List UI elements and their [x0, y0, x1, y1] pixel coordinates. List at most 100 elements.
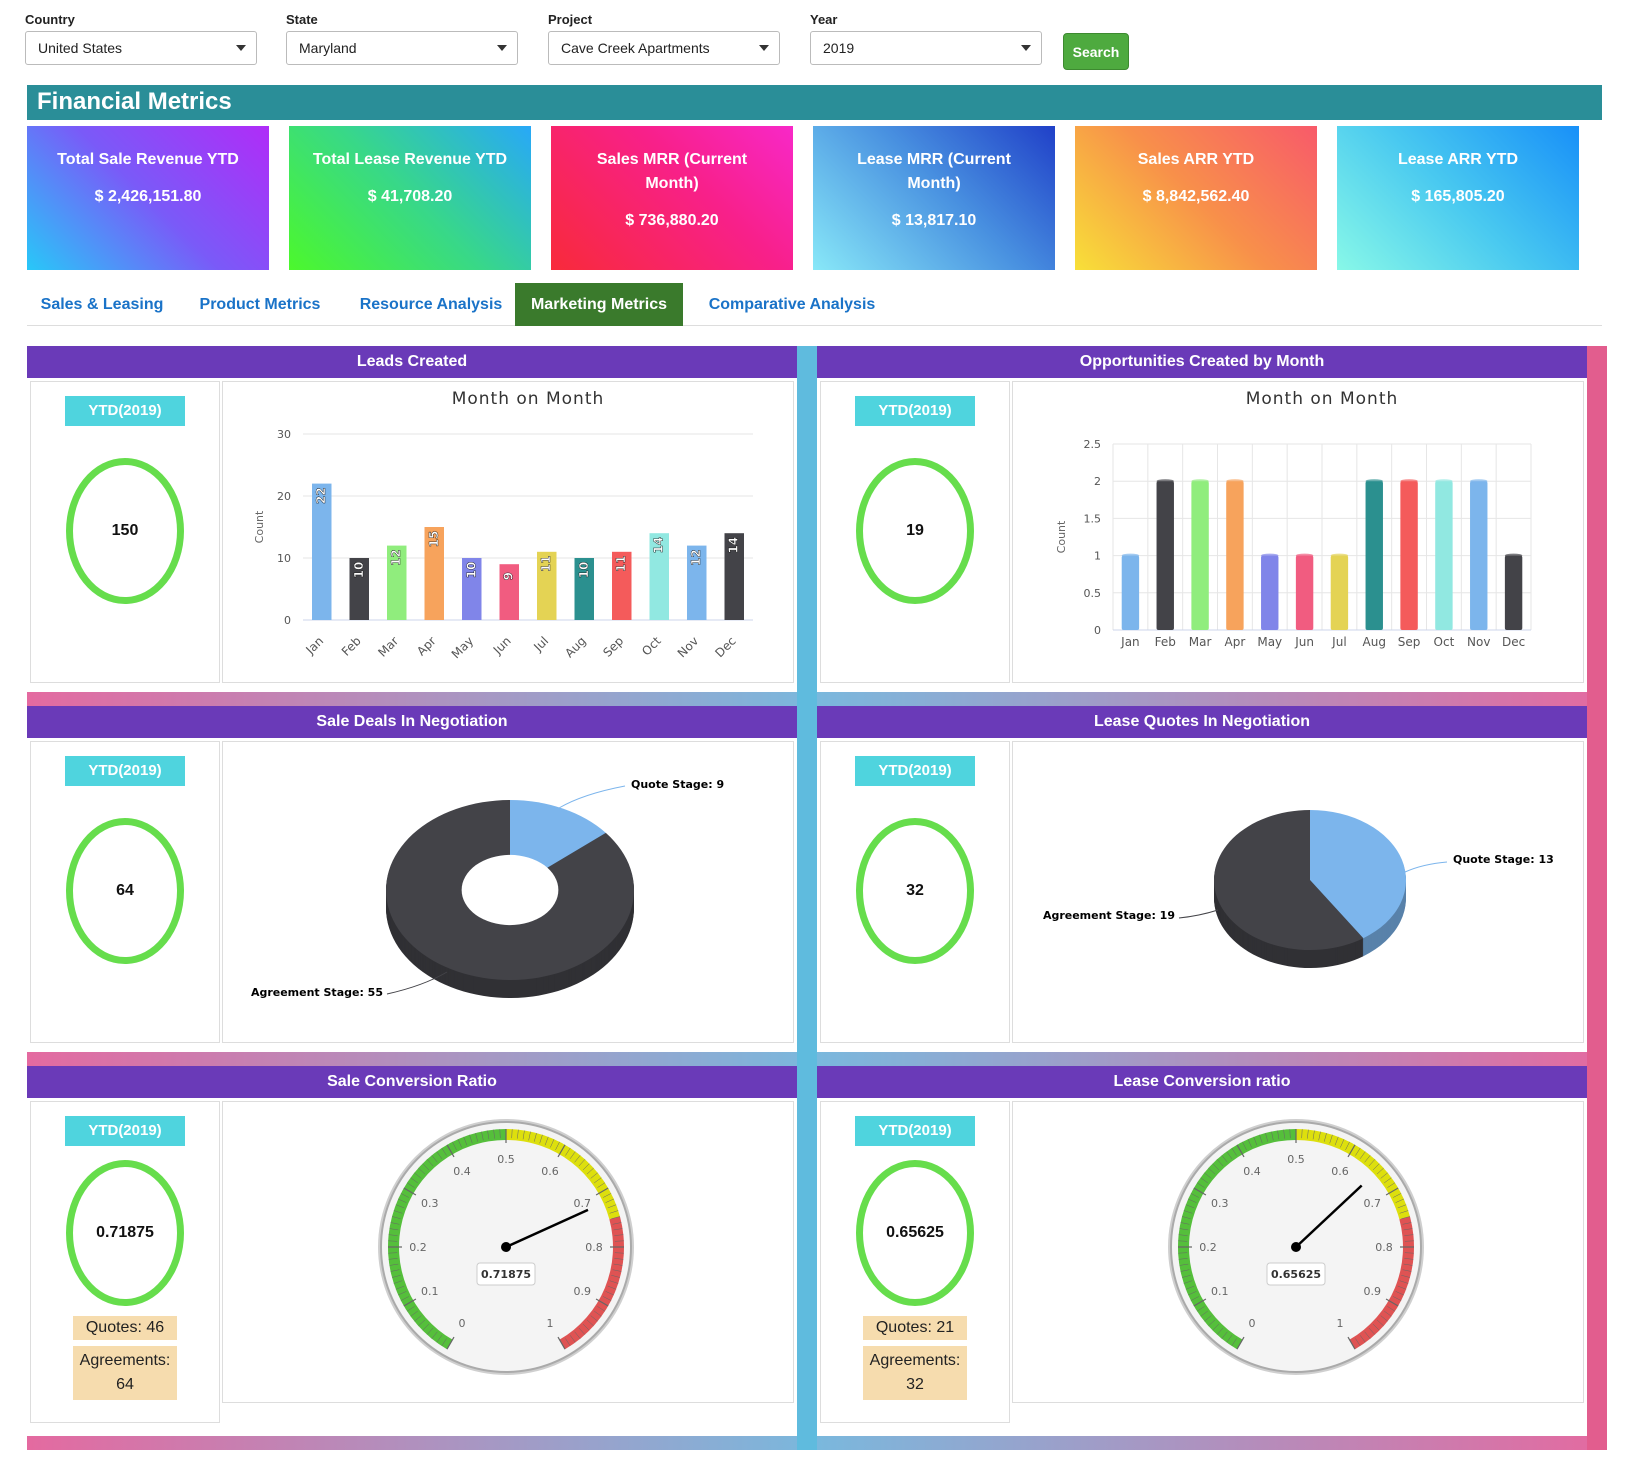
gauge-tick-label: 0.7	[1363, 1197, 1381, 1210]
kpi-card-total-lease-revenue: Total Lease Revenue YTD $ 41,708.20	[289, 126, 531, 270]
gauge-tick	[1397, 1285, 1407, 1290]
gauge-tick	[1399, 1210, 1409, 1214]
agreements-label: Agreements:	[869, 1352, 961, 1369]
panel-title: Opportunities Created by Month	[817, 346, 1587, 378]
gauge-tick	[1355, 1338, 1361, 1347]
state-select[interactable]: Maryland	[286, 31, 518, 65]
agreements-badge: Agreements: 32	[863, 1346, 967, 1400]
gauge-tick	[1185, 1285, 1195, 1290]
bar-data-label: 15	[427, 531, 441, 548]
chart-area: Quote Stage: 13 Agreement Stage: 19	[1012, 741, 1584, 1043]
gauge-tick	[426, 1159, 434, 1167]
gauge-tick	[406, 1182, 415, 1188]
gauge-tick-label: 0.7	[573, 1197, 591, 1210]
gauge-tick	[452, 1141, 457, 1150]
gauge-tick	[414, 1315, 422, 1322]
gauge-tick	[1221, 1155, 1228, 1163]
bar	[462, 558, 482, 620]
pie-connector	[386, 971, 448, 995]
gauge-tick	[1181, 1216, 1191, 1220]
chart-title: Month on Month	[452, 389, 605, 409]
y-tick-label: 1	[1094, 550, 1101, 563]
pie-connector	[1404, 861, 1448, 873]
gauge-tick	[612, 1222, 622, 1225]
gauge-tick	[1307, 1129, 1309, 1139]
bar	[349, 558, 369, 620]
gauge-band	[559, 1216, 624, 1350]
gauge-tick	[403, 1298, 417, 1307]
gauge-tick	[1196, 1306, 1205, 1312]
year-filter: Year 2019	[810, 12, 1042, 65]
gauge-tick	[391, 1216, 401, 1220]
gauge-tick	[418, 1319, 426, 1327]
quotes-badge: Quotes: 46	[73, 1316, 177, 1340]
gauge-tick	[1208, 1319, 1216, 1327]
gauge-tick	[414, 1172, 422, 1179]
gauge-tick	[1204, 1172, 1212, 1179]
state-label: State	[286, 12, 318, 27]
lease-conversion-gauge: 0 0.1 0.2 0.3 0.4 0.5 0.6 0.7 0.8 0.9 1 0.65625	[1168, 1119, 1424, 1375]
tab-bar: Sales & Leasing Product Metrics Resource…	[27, 283, 1602, 326]
gauge-tick-label: 0.6	[541, 1165, 559, 1178]
opportunities-bar-chart: Month on Month Count 0 0.5 1 1.5 2 2.5 Jan Feb Mar…	[1055, 389, 1532, 649]
tab-sales-leasing[interactable]: Sales & Leasing	[40, 295, 164, 313]
gauge-tick-label: 0.8	[1375, 1241, 1393, 1254]
gauge-tick	[1226, 1335, 1233, 1343]
x-tick-label: Mar	[1189, 635, 1212, 649]
year-select[interactable]: 2019	[810, 31, 1042, 65]
panel-lease-conversion: Lease Conversion ratio YTD(2019) 0.65625…	[817, 1066, 1587, 1436]
bar-top	[1261, 553, 1279, 558]
panel-opportunities-created: Opportunities Created by Month YTD(2019)…	[817, 346, 1587, 692]
total-ring: 19	[856, 458, 974, 604]
tab-resource-analysis[interactable]: Resource Analysis	[359, 295, 503, 313]
gauge-tick	[1196, 1182, 1205, 1188]
x-tick-label: Oct	[639, 634, 664, 659]
agreements-value: 64	[116, 1376, 134, 1393]
chart-area: 0 0.1 0.2 0.3 0.4 0.5 0.6 0.7 0.8 0.9 1 0.65625	[1012, 1101, 1584, 1403]
pie-slice	[1214, 810, 1364, 950]
country-label: Country	[25, 12, 75, 27]
bar-data-label: 12	[389, 549, 403, 566]
gauge-tick	[441, 1338, 447, 1347]
gauge-tick	[607, 1285, 617, 1290]
bar	[1295, 555, 1314, 630]
gauge-tick	[1387, 1182, 1396, 1188]
gauge-tick	[1393, 1193, 1402, 1198]
kpi-summary: YTD(2019) 0.65625 Quotes: 21 Agreements:…	[820, 1101, 1010, 1423]
x-tick-label: Jul	[1331, 635, 1346, 649]
kpi-card-sales-mrr: Sales MRR (Current Month) $ 736,880.20	[551, 126, 793, 270]
gauge-tick	[578, 1159, 586, 1167]
leads-bar-chart: Month on Month Count 0 10 20 30 22 Jan 10 Feb 12 Ma…	[253, 389, 753, 661]
tab-marketing-metrics[interactable]: Marketing Metrics	[515, 283, 683, 326]
project-select[interactable]: Cave Creek Apartments	[548, 31, 780, 65]
tab-product-metrics[interactable]: Product Metrics	[199, 295, 321, 313]
gauge-tick	[436, 1151, 443, 1159]
gauge-tick	[1265, 1132, 1269, 1142]
kpi-summary: YTD(2019) 64	[30, 741, 220, 1043]
panel-sale-deals: Sale Deals In Negotiation YTD(2019) 64 Q…	[27, 706, 797, 1052]
bar-data-label: 14	[727, 537, 741, 554]
bar	[1365, 481, 1383, 630]
x-tick-label: Dec	[712, 634, 738, 660]
gauge-tick	[582, 1323, 590, 1331]
bar	[424, 527, 444, 620]
gauge-pivot	[1291, 1242, 1301, 1252]
kpi-value: $ 8,842,562.40	[1142, 188, 1250, 205]
gauge-tick	[1345, 1141, 1350, 1150]
kpi-value: $ 2,426,151.80	[94, 188, 202, 205]
gauge-tick	[469, 1134, 473, 1144]
kpi-summary: YTD(2019) 150	[30, 381, 220, 683]
kpi-summary: YTD(2019) 0.71875 Quotes: 46 Agreements:…	[30, 1101, 220, 1423]
financial-metrics-title: Financial Metrics	[27, 85, 1602, 120]
gauge-tick	[1368, 1159, 1376, 1167]
caret-down-icon	[497, 45, 507, 51]
gauge-tick	[1340, 1139, 1345, 1148]
gauge-tick	[1193, 1187, 1207, 1196]
bar-top	[1121, 553, 1140, 558]
tab-comparative-analysis[interactable]: Comparative Analysis	[708, 295, 876, 313]
search-button[interactable]: Search	[1063, 33, 1129, 70]
country-select[interactable]: United States	[25, 31, 257, 65]
agreements-value: 32	[906, 1376, 924, 1393]
gauge-tick	[1181, 1274, 1191, 1278]
gauge-tick	[1334, 1136, 1339, 1146]
